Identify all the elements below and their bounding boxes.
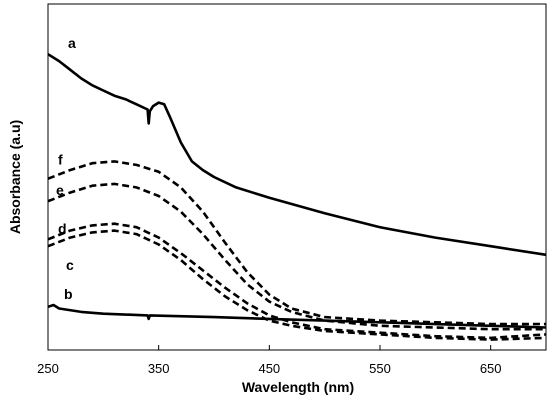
- series-line-d: [47, 222, 547, 340]
- series-label-d: d: [58, 220, 67, 236]
- x-tick-label: 450: [258, 361, 280, 376]
- x-tick-label: 650: [480, 361, 502, 376]
- series-line-c: [47, 229, 547, 341]
- y-axis-title: Absorbance (a.u): [7, 120, 23, 234]
- series-line-f: [47, 160, 546, 326]
- series-line-b: [47, 303, 547, 329]
- plot-frame: [47, 3, 547, 351]
- series-label-f: f: [58, 152, 63, 168]
- series-line-e: [47, 182, 546, 331]
- x-axis-title: Wavelength (nm): [242, 379, 354, 395]
- plot-border: [47, 3, 547, 351]
- series-labels: a bc d ef: [56, 35, 76, 302]
- series-label-a: a: [68, 35, 76, 51]
- series-label-c: c: [66, 257, 74, 273]
- x-tick-label: 350: [148, 361, 170, 376]
- x-axis-ticks: 250 350 450 550 650: [37, 345, 502, 376]
- x-tick-label: 550: [369, 361, 391, 376]
- x-tick-label: 250: [37, 361, 59, 376]
- series-label-b: b: [64, 286, 73, 302]
- series-label-e: e: [56, 182, 64, 198]
- series-line-a: [47, 53, 547, 257]
- series-layer: [47, 53, 547, 341]
